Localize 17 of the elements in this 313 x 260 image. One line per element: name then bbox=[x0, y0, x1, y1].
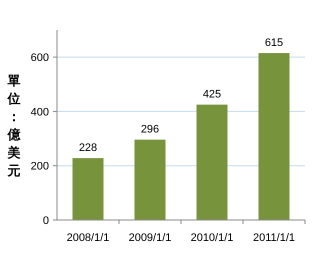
x-tick-label: 2008/1/1 bbox=[66, 232, 110, 244]
data-label: 296 bbox=[140, 124, 160, 136]
y-tick-label: 0 bbox=[42, 215, 49, 227]
y-tick-label: 400 bbox=[30, 106, 49, 118]
y-axis-title: 單位：億美元 bbox=[6, 73, 22, 178]
x-tick-label: 2010/1/1 bbox=[190, 232, 234, 244]
x-tick-label: 2011/1/1 bbox=[252, 232, 296, 244]
data-label: 425 bbox=[202, 88, 222, 101]
bar bbox=[72, 158, 104, 220]
data-label: 228 bbox=[78, 142, 98, 154]
data-label: 615 bbox=[264, 37, 284, 50]
bar bbox=[196, 104, 228, 220]
bar bbox=[134, 140, 166, 220]
x-tick-label: 2009/1/1 bbox=[128, 232, 172, 244]
y-tick-label: 600 bbox=[30, 52, 49, 64]
y-tick-label: 200 bbox=[30, 160, 49, 173]
bar bbox=[258, 53, 290, 220]
